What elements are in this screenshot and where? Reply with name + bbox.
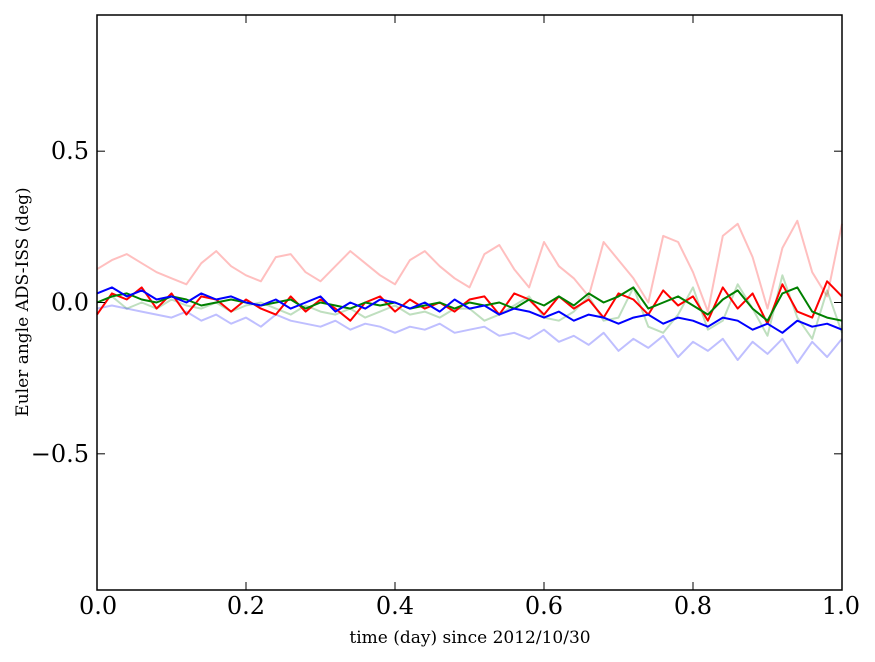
series-layer bbox=[96, 219, 843, 364]
series-line-1 bbox=[96, 219, 843, 313]
y-tick-label: −0.5 bbox=[31, 440, 89, 468]
series-line-5 bbox=[96, 286, 843, 322]
x-tick-label: 0.8 bbox=[674, 592, 712, 620]
series-line-6 bbox=[96, 286, 843, 334]
x-tick-label: 1.0 bbox=[822, 592, 860, 620]
y-tick-label: 0.0 bbox=[51, 289, 89, 317]
y-tick-label: 0.5 bbox=[51, 137, 89, 165]
y-axis-label: Euler angle ADS-ISS (deg) bbox=[13, 187, 33, 416]
x-axis-label: time (day) since 2012/10/30 bbox=[349, 628, 590, 648]
x-tick-label: 0.0 bbox=[79, 592, 117, 620]
series-line-3 bbox=[96, 304, 843, 364]
x-tick-label: 0.6 bbox=[525, 592, 563, 620]
x-tick-label: 0.4 bbox=[376, 592, 414, 620]
series-line-4 bbox=[96, 280, 843, 325]
x-tick-label: 0.2 bbox=[227, 592, 265, 620]
ticks-layer: 0.0 0.2 0.4 0.6 0.8 1.0 −0.5 0.0 0.5 bbox=[31, 15, 860, 620]
